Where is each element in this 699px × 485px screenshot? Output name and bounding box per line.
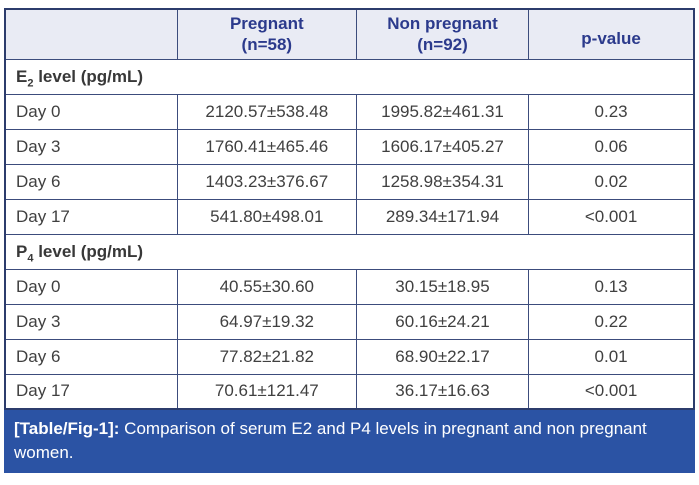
header-cell-empty bbox=[4, 8, 178, 60]
table-figure-container: Pregnant (n=58) Non pregnant (n=92) p-va… bbox=[4, 8, 695, 474]
day-label: Day 17 bbox=[4, 373, 178, 410]
table-row-e2-day3: Day 3 1760.41±465.46 1606.17±405.27 0.06 bbox=[4, 128, 695, 165]
section-p4-subscript: 4 bbox=[27, 251, 34, 264]
pregnant-header-line2: (n=58) bbox=[241, 35, 293, 55]
non-pregnant-value: 36.17±16.63 bbox=[355, 373, 530, 410]
table-row-p4-day3: Day 3 64.97±19.32 60.16±24.21 0.22 bbox=[4, 303, 695, 340]
table-row-e2-day6: Day 6 1403.23±376.67 1258.98±354.31 0.02 bbox=[4, 163, 695, 200]
table-row-p4-day0: Day 0 40.55±30.60 30.15±18.95 0.13 bbox=[4, 268, 695, 305]
table-row-e2-day0: Day 0 2120.57±538.48 1995.82±461.31 0.23 bbox=[4, 93, 695, 130]
non-pregnant-value: 1606.17±405.27 bbox=[355, 128, 530, 165]
day-label: Day 6 bbox=[4, 163, 178, 200]
p-value: 0.02 bbox=[528, 163, 695, 200]
p-value: 0.01 bbox=[528, 338, 695, 375]
p-value: 0.13 bbox=[528, 268, 695, 305]
pregnant-value: 70.61±121.47 bbox=[176, 373, 357, 410]
non-pregnant-value: 289.34±171.94 bbox=[355, 198, 530, 235]
section-label-p4: P4 level (pg/mL) bbox=[4, 233, 695, 270]
day-label: Day 3 bbox=[4, 128, 178, 165]
non-pregnant-value: 1995.82±461.31 bbox=[355, 93, 530, 130]
pregnant-value: 2120.57±538.48 bbox=[176, 93, 357, 130]
p-value: 0.23 bbox=[528, 93, 695, 130]
header-cell-non-pregnant: Non pregnant (n=92) bbox=[355, 8, 530, 60]
non-pregnant-header-line2: (n=92) bbox=[417, 35, 468, 55]
caption-text: Comparison of serum E2 and P4 levels in … bbox=[14, 419, 647, 463]
pregnant-value: 64.97±19.32 bbox=[176, 303, 357, 340]
non-pregnant-value: 60.16±24.21 bbox=[355, 303, 530, 340]
figure-caption: [Table/Fig-1]: Comparison of serum E2 an… bbox=[4, 410, 695, 474]
pregnant-value: 1403.23±376.67 bbox=[176, 163, 357, 200]
section-row-e2: E2 level (pg/mL) bbox=[4, 58, 695, 95]
section-e2-base: E bbox=[16, 66, 28, 86]
day-label: Day 3 bbox=[4, 303, 178, 340]
day-label: Day 17 bbox=[4, 198, 178, 235]
p-value: <0.001 bbox=[528, 373, 695, 410]
non-pregnant-value: 68.90±22.17 bbox=[355, 338, 530, 375]
day-label: Day 6 bbox=[4, 338, 178, 375]
p-value: <0.001 bbox=[528, 198, 695, 235]
p-value: 0.06 bbox=[528, 128, 695, 165]
non-pregnant-value: 1258.98±354.31 bbox=[355, 163, 530, 200]
caption-label: [Table/Fig-1]: bbox=[14, 419, 120, 438]
section-p4-rest: level (pg/mL) bbox=[33, 241, 144, 261]
section-e2-subscript: 2 bbox=[27, 76, 34, 89]
non-pregnant-header-line1: Non pregnant bbox=[387, 14, 498, 33]
comparison-table: Pregnant (n=58) Non pregnant (n=92) p-va… bbox=[4, 8, 695, 410]
section-p4-base: P bbox=[16, 241, 28, 261]
day-label: Day 0 bbox=[4, 93, 178, 130]
table-row-p4-day17: Day 17 70.61±121.47 36.17±16.63 <0.001 bbox=[4, 373, 695, 410]
section-label-e2: E2 level (pg/mL) bbox=[4, 58, 695, 95]
table-header-row: Pregnant (n=58) Non pregnant (n=92) p-va… bbox=[4, 8, 695, 60]
section-row-p4: P4 level (pg/mL) bbox=[4, 233, 695, 270]
pregnant-value: 77.82±21.82 bbox=[176, 338, 357, 375]
table-row-p4-day6: Day 6 77.82±21.82 68.90±22.17 0.01 bbox=[4, 338, 695, 375]
non-pregnant-value: 30.15±18.95 bbox=[355, 268, 530, 305]
pregnant-value: 1760.41±465.46 bbox=[176, 128, 357, 165]
p-value: 0.22 bbox=[528, 303, 695, 340]
pregnant-value: 541.80±498.01 bbox=[176, 198, 357, 235]
header-cell-p-value: p-value bbox=[528, 8, 695, 60]
table-row-e2-day17: Day 17 541.80±498.01 289.34±171.94 <0.00… bbox=[4, 198, 695, 235]
header-cell-pregnant: Pregnant (n=58) bbox=[176, 8, 357, 60]
pregnant-header-line1: Pregnant bbox=[229, 14, 304, 33]
day-label: Day 0 bbox=[4, 268, 178, 305]
section-e2-rest: level (pg/mL) bbox=[33, 66, 144, 86]
pregnant-value: 40.55±30.60 bbox=[176, 268, 357, 305]
